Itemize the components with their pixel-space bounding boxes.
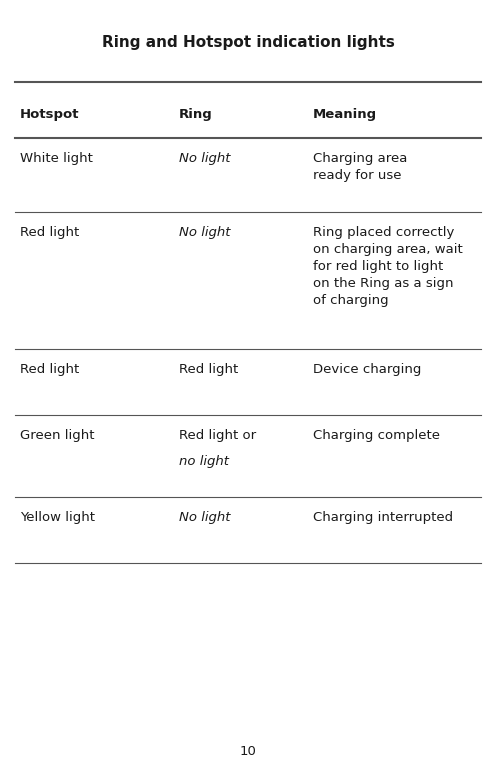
Text: Red light: Red light bbox=[20, 226, 79, 239]
Text: No light: No light bbox=[178, 152, 229, 165]
Text: Charging interrupted: Charging interrupted bbox=[312, 511, 452, 524]
Text: Ring: Ring bbox=[178, 108, 212, 121]
Text: no light: no light bbox=[178, 455, 228, 468]
Text: No light: No light bbox=[178, 226, 229, 239]
Text: Device charging: Device charging bbox=[312, 363, 420, 376]
Text: Green light: Green light bbox=[20, 429, 94, 442]
Text: 10: 10 bbox=[239, 745, 256, 758]
Text: Charging area
ready for use: Charging area ready for use bbox=[312, 152, 406, 182]
Text: Ring and Hotspot indication lights: Ring and Hotspot indication lights bbox=[102, 35, 394, 50]
Text: Meaning: Meaning bbox=[312, 108, 376, 121]
Text: Charging complete: Charging complete bbox=[312, 429, 439, 442]
Text: Red light or: Red light or bbox=[178, 429, 255, 442]
Text: White light: White light bbox=[20, 152, 93, 165]
Text: Red light: Red light bbox=[178, 363, 237, 376]
Text: Hotspot: Hotspot bbox=[20, 108, 79, 121]
Text: Ring placed correctly
on charging area, wait
for red light to light
on the Ring : Ring placed correctly on charging area, … bbox=[312, 226, 461, 307]
Text: Yellow light: Yellow light bbox=[20, 511, 95, 524]
Text: Red light: Red light bbox=[20, 363, 79, 376]
Text: No light: No light bbox=[178, 511, 229, 524]
